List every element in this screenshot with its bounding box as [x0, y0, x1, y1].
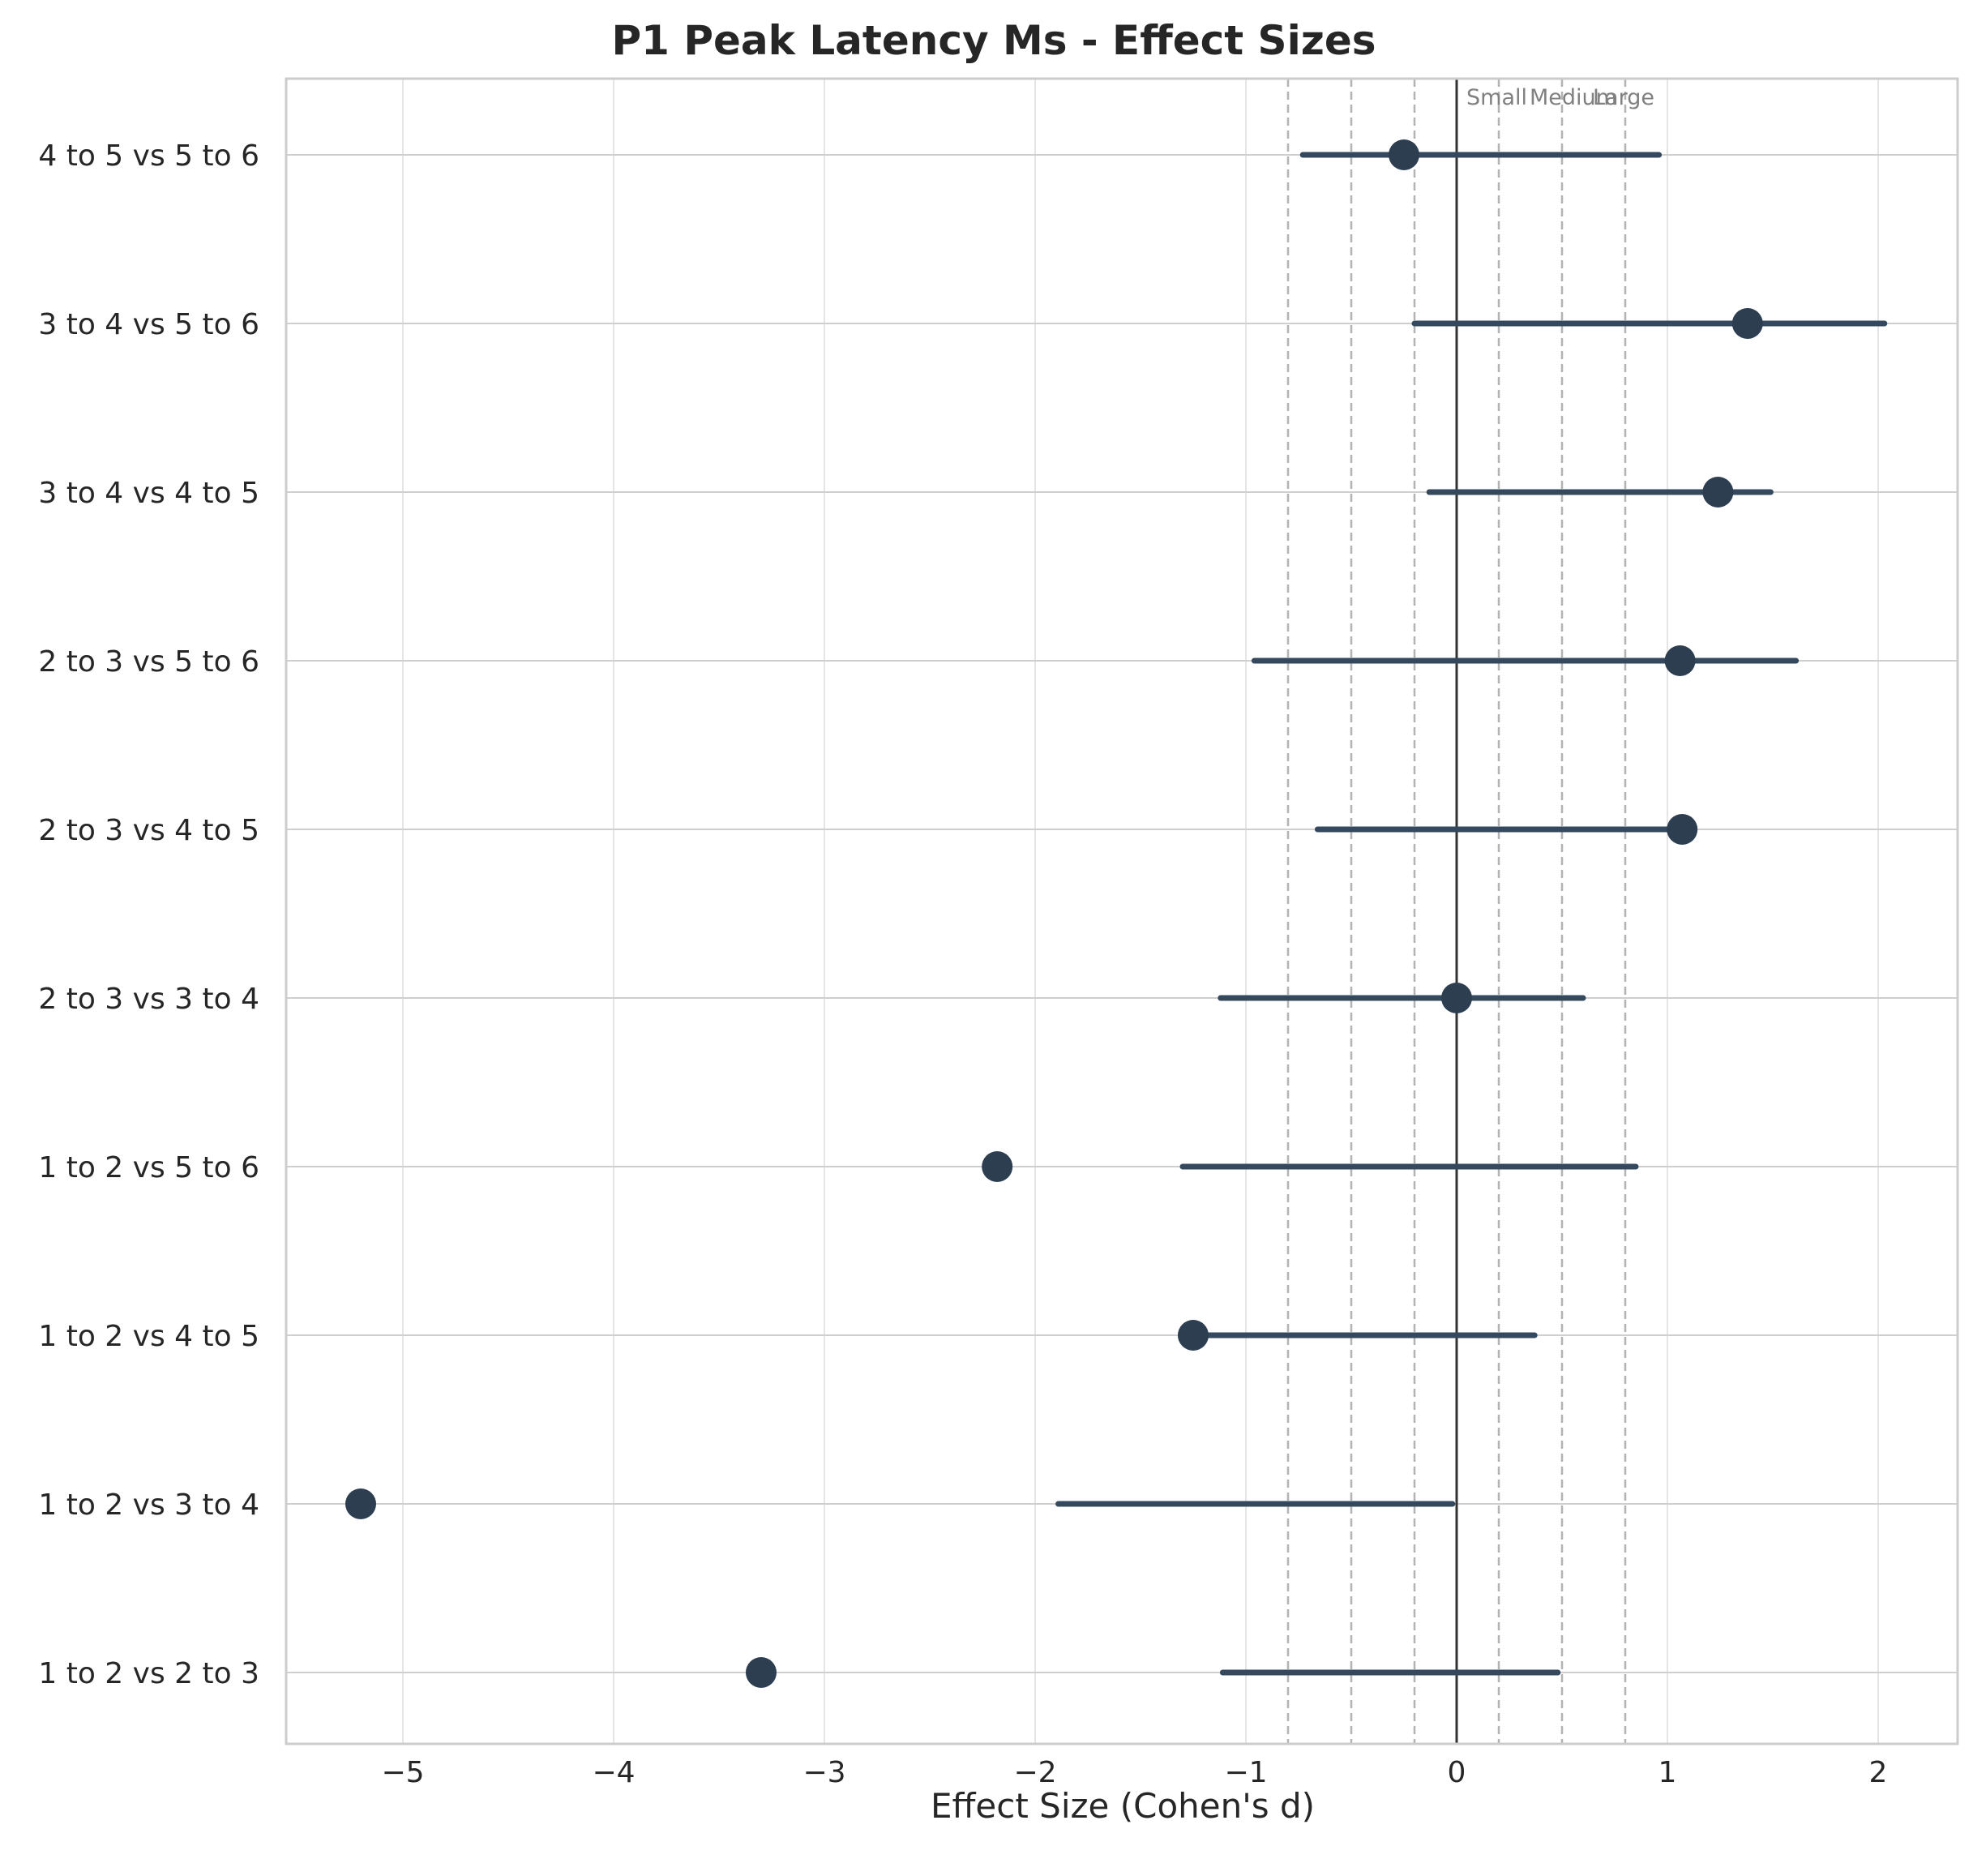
y-tick-label: 1 to 2 vs 2 to 3 — [38, 1657, 259, 1690]
effect-size-point — [1389, 139, 1419, 170]
effect-size-point — [1667, 814, 1698, 845]
effect-size-point — [746, 1657, 777, 1688]
confidence-intervals — [1055, 152, 1888, 1676]
x-tick-label: 0 — [1448, 1756, 1466, 1789]
y-tick-label: 2 to 3 vs 4 to 5 — [38, 814, 259, 847]
x-tick-label: −3 — [802, 1756, 845, 1789]
x-tick-label: 2 — [1869, 1756, 1888, 1789]
axes-frame — [285, 77, 1959, 1745]
plot-frame — [285, 77, 1959, 1745]
effect-size-point — [1664, 645, 1696, 676]
y-tick-label: 1 to 2 vs 4 to 5 — [38, 1320, 259, 1353]
x-tick-label: −5 — [381, 1756, 424, 1789]
effect-size-point — [1731, 308, 1763, 339]
chart-title: P1 Peak Latency Ms - Effect Sizes — [612, 17, 1376, 64]
y-tick-label: 1 to 2 vs 5 to 6 — [38, 1151, 259, 1184]
threshold-label: Large — [1593, 85, 1654, 110]
effect-size-point — [345, 1488, 376, 1519]
x-tick-label: −4 — [592, 1756, 635, 1789]
effect-size-point — [1702, 477, 1734, 508]
axis-ticks: −5 −4 −3 −2 −1 0 1 2 1 to 2 vs 2 to 3 1 to 2 vs 3… — [38, 139, 1887, 1789]
x-tick-label: 1 — [1658, 1756, 1677, 1789]
effect-size-point — [982, 1151, 1013, 1182]
y-tick-label: 1 to 2 vs 3 to 4 — [38, 1488, 259, 1522]
y-tick-label: 2 to 3 vs 5 to 6 — [38, 645, 259, 679]
threshold-label: Small — [1466, 85, 1527, 110]
x-tick-label: −1 — [1224, 1756, 1267, 1789]
x-tick-label: −2 — [1013, 1756, 1056, 1789]
x-axis-label: Effect Size (Cohen's d) — [931, 1786, 1315, 1826]
y-tick-label: 3 to 4 vs 4 to 5 — [38, 477, 259, 510]
effect-size-points — [345, 139, 1763, 1688]
effect-size-point — [1178, 1320, 1209, 1351]
y-tick-label: 2 to 3 vs 3 to 4 — [38, 983, 259, 1016]
threshold-label: Medium — [1530, 85, 1617, 110]
y-tick-label: 3 to 4 vs 5 to 6 — [38, 308, 259, 341]
effect-size-point — [1441, 983, 1472, 1013]
y-tick-label: 4 to 5 vs 5 to 6 — [38, 139, 259, 173]
